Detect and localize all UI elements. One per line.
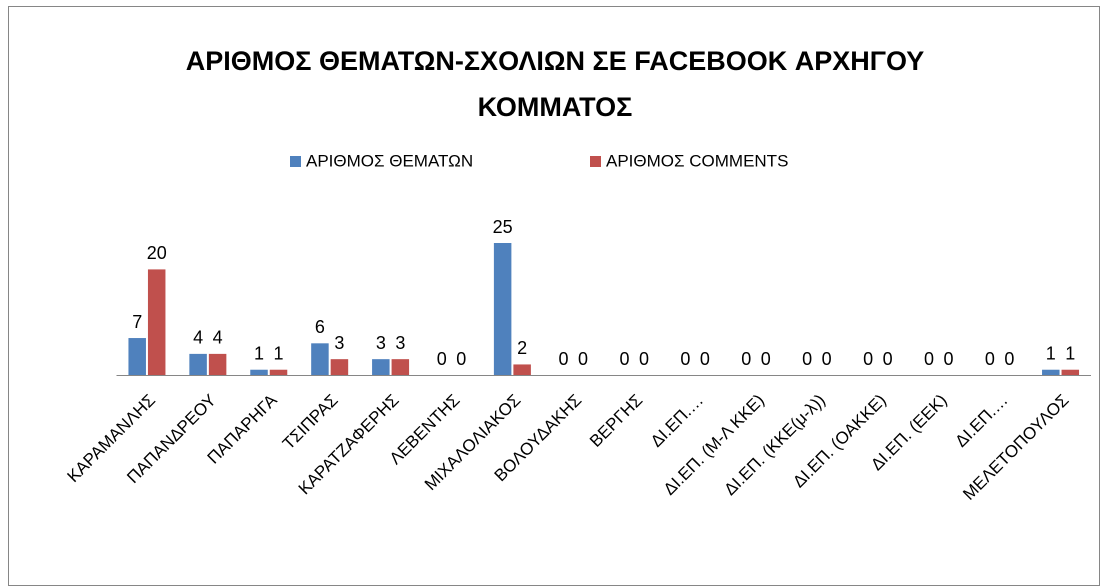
x-tick-label: ΤΣΙΠΡΑΣ bbox=[279, 391, 342, 454]
data-label: 1 bbox=[274, 343, 284, 363]
data-label: 0 bbox=[924, 349, 934, 369]
data-label: 3 bbox=[395, 333, 405, 353]
data-label: 6 bbox=[315, 317, 325, 337]
data-label: 0 bbox=[802, 349, 812, 369]
legend-label: ΑΡΙΘΜΟΣ COMMENTS bbox=[606, 151, 788, 170]
x-tick-label: ΔΙ.ΕΠ. (ΚΚΕ(μ-λ)) bbox=[720, 391, 829, 500]
x-tick-label: ΔΙ.ΕΠ. (Μ-Λ ΚΚΕ) bbox=[660, 391, 768, 499]
x-tick-label: ΜΕΛΕΤΟΠΟΥΛΟΣ bbox=[959, 391, 1072, 504]
data-label: 0 bbox=[680, 349, 690, 369]
chart-title: ΑΡΙΘΜΟΣ ΘΕΜΑΤΩΝ-ΣΧΟΛΙΩΝ ΣΕ FACEBOOK ΑΡΧΗ… bbox=[185, 46, 925, 122]
bar bbox=[513, 364, 531, 375]
data-label: 0 bbox=[639, 349, 649, 369]
bar bbox=[147, 269, 166, 375]
bar bbox=[250, 369, 268, 375]
data-label: 3 bbox=[376, 333, 386, 353]
data-label: 0 bbox=[437, 349, 447, 369]
data-label: 7 bbox=[132, 312, 142, 332]
data-label: 0 bbox=[741, 349, 751, 369]
data-label: 20 bbox=[147, 243, 167, 263]
bar bbox=[1042, 369, 1060, 375]
x-tick-label: ΒΕΡΓΗΣ bbox=[586, 391, 646, 451]
legend-swatch bbox=[290, 156, 301, 167]
bar bbox=[1061, 369, 1080, 375]
data-label: 0 bbox=[559, 349, 569, 369]
bar bbox=[391, 359, 410, 375]
bar bbox=[330, 359, 349, 375]
data-label: 0 bbox=[700, 349, 710, 369]
data-label: 1 bbox=[254, 343, 264, 363]
legend-label: ΑΡΙΘΜΟΣ ΘΕΜΑΤΩΝ bbox=[306, 151, 473, 170]
data-label: 25 bbox=[493, 217, 513, 237]
data-label: 4 bbox=[213, 328, 223, 348]
data-label: 0 bbox=[822, 349, 832, 369]
data-label: 2 bbox=[517, 338, 527, 358]
bar bbox=[208, 353, 227, 375]
data-label: 3 bbox=[334, 333, 344, 353]
data-label: 0 bbox=[1004, 349, 1014, 369]
data-label: 0 bbox=[619, 349, 629, 369]
bar bbox=[372, 359, 390, 375]
x-tick-label: ΔΙ.ΕΠ.… bbox=[647, 391, 707, 451]
data-label: 0 bbox=[883, 349, 893, 369]
data-label: 0 bbox=[456, 349, 466, 369]
bar bbox=[493, 243, 512, 375]
data-label: 0 bbox=[863, 349, 873, 369]
data-label: 1 bbox=[1046, 343, 1056, 363]
data-label: 4 bbox=[193, 328, 203, 348]
bar bbox=[128, 338, 146, 375]
data-label: 0 bbox=[761, 349, 771, 369]
bar bbox=[189, 353, 207, 375]
legend-swatch bbox=[590, 156, 601, 167]
data-label: 1 bbox=[1065, 343, 1075, 363]
bar bbox=[269, 369, 288, 375]
data-label: 0 bbox=[578, 349, 588, 369]
data-label: 0 bbox=[985, 349, 995, 369]
data-label: 0 bbox=[943, 349, 953, 369]
x-tick-label: ΔΙ.ΕΠ.… bbox=[951, 391, 1011, 451]
bar bbox=[311, 343, 329, 375]
